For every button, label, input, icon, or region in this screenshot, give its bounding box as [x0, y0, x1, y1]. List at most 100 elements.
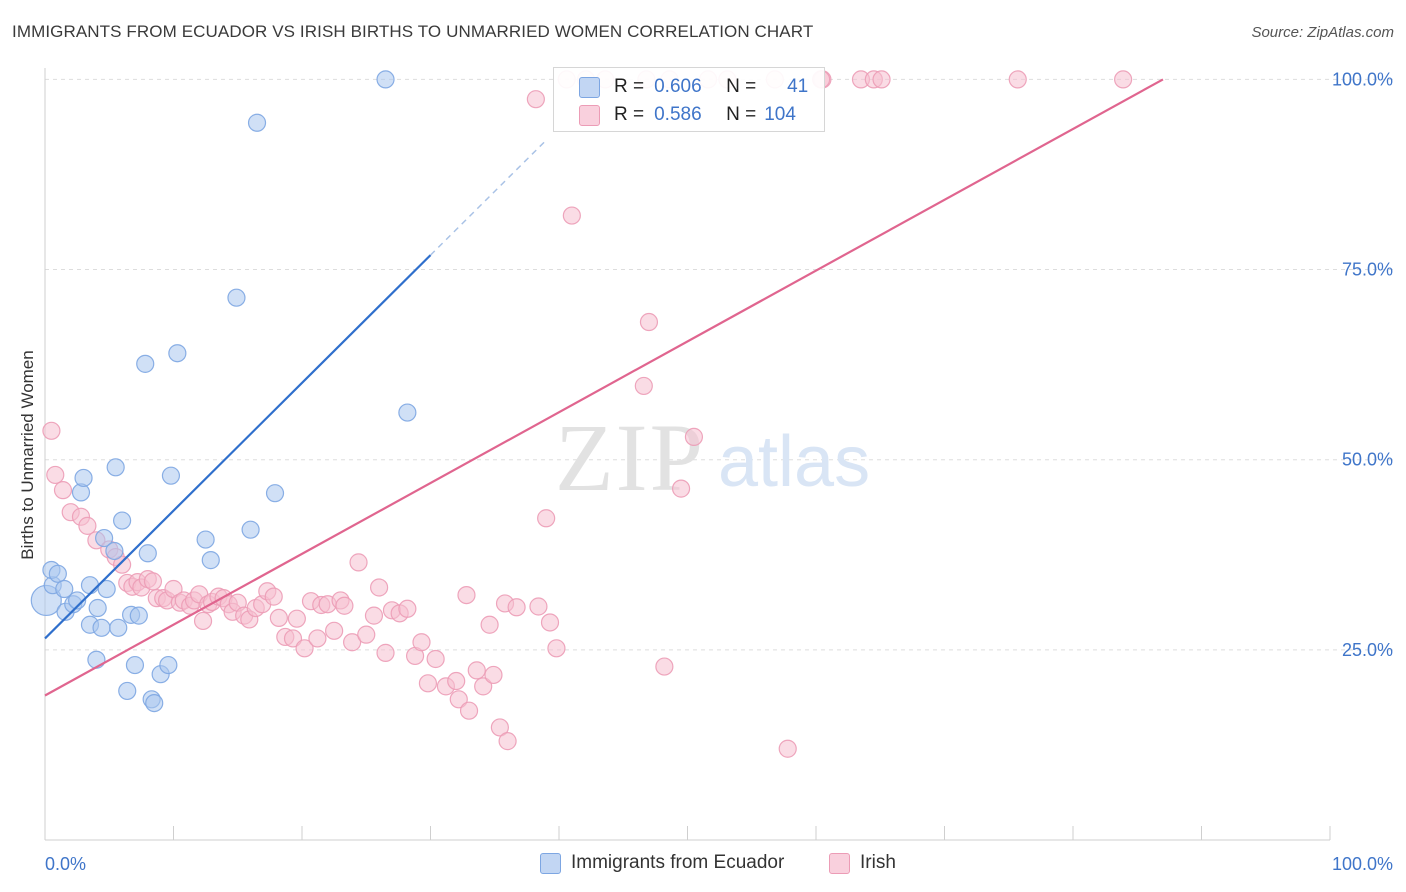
ecuador-point	[136, 354, 155, 373]
irish-point	[343, 633, 362, 652]
legend-n-label: N =	[726, 104, 757, 125]
ecuador-trend-line	[44, 254, 432, 640]
y-tick-labels: 25.0% 50.0% 75.0% 100.0%	[1332, 69, 1393, 659]
series-legend: Immigrants from Ecuador Irish	[0, 852, 1406, 880]
irish-point	[655, 657, 674, 676]
irish-point	[529, 597, 548, 616]
ecuador-point	[106, 458, 125, 477]
x-tick-label: 0.0%	[45, 854, 86, 874]
ecuador-point	[74, 468, 93, 488]
ecuador-points	[30, 70, 417, 713]
ecuador-point	[247, 113, 267, 132]
irish-point	[498, 732, 517, 751]
ecuador-trend-extension	[429, 139, 547, 256]
legend-item-ecuador[interactable]: Immigrants from Ecuador	[540, 852, 784, 874]
irish-point	[872, 70, 891, 89]
irish-point	[467, 661, 486, 680]
legend-r-value: 0.586	[654, 104, 702, 125]
irish-point	[335, 596, 354, 615]
irish-point	[370, 578, 389, 597]
irish-point	[357, 625, 376, 644]
x-tick-label: 100.0%	[1332, 854, 1393, 874]
legend-r-label: R =	[614, 104, 645, 125]
y-tick-label: 100.0%	[1332, 69, 1393, 89]
irish-point	[474, 677, 493, 696]
irish-point	[449, 690, 468, 709]
ecuador-point	[80, 576, 100, 595]
correlation-legend: R = 0.606 N = 41 R = 0.586 N = 104	[553, 67, 825, 132]
legend-n-value: 41	[787, 76, 809, 97]
ecuador-point	[241, 520, 260, 539]
y-axis-label: Births to Unmarried Women	[18, 350, 37, 559]
legend-swatch-blue	[579, 76, 600, 98]
irish-point	[547, 639, 566, 658]
irish-point	[1008, 70, 1027, 89]
irish-point	[457, 585, 476, 605]
irish-point	[540, 613, 560, 632]
ecuador-point	[55, 579, 74, 599]
irish-point	[447, 671, 466, 691]
irish-point	[269, 608, 288, 628]
legend-r-value: 0.606	[654, 76, 702, 97]
irish-point	[562, 206, 581, 225]
watermark-atlas: atlas	[718, 422, 870, 502]
irish-point	[78, 516, 97, 535]
ecuador-point	[95, 528, 114, 548]
irish-point	[507, 598, 526, 617]
legend-n-value: 104	[764, 104, 796, 125]
ecuador-point	[48, 564, 67, 583]
irish-point	[778, 739, 797, 758]
y-tick-label: 50.0%	[1342, 450, 1393, 470]
ecuador-point	[118, 681, 137, 701]
ecuador-point	[265, 484, 285, 503]
irish-point	[412, 633, 431, 652]
legend-item-irish[interactable]: Irish	[829, 852, 896, 874]
ecuador-point	[97, 579, 116, 599]
ecuador-point	[227, 288, 246, 307]
irish-point	[426, 649, 445, 669]
legend-item-swatch-pink	[829, 852, 850, 874]
ecuador-point	[168, 344, 187, 363]
irish-point	[490, 718, 509, 737]
ecuador-point	[138, 544, 157, 563]
irish-point	[46, 465, 65, 485]
y-tick-label: 75.0%	[1342, 260, 1393, 280]
irish-point	[193, 611, 213, 631]
irish-point	[376, 643, 395, 662]
ecuador-point	[376, 70, 395, 89]
irish-point	[42, 421, 61, 440]
y-tick-label: 25.0%	[1342, 640, 1393, 660]
chart-title: IMMIGRANTS FROM ECUADOR VS IRISH BIRTHS …	[12, 22, 814, 41]
ecuador-point	[159, 655, 178, 675]
legend-swatch-pink	[579, 104, 600, 126]
irish-point	[484, 665, 503, 685]
irish-point	[112, 555, 132, 574]
x-tick-labels: 0.0% 100.0%	[45, 854, 1393, 874]
ecuador-point	[196, 530, 215, 549]
ecuador-point	[398, 403, 417, 422]
irish-point	[526, 90, 545, 109]
ecuador-point	[125, 655, 145, 675]
axes	[44, 68, 1331, 841]
irish-point	[418, 674, 438, 693]
legend-r-label: R =	[614, 76, 645, 97]
irish-point	[537, 509, 556, 528]
irish-point	[634, 376, 653, 396]
irish-point	[349, 553, 368, 572]
irish-point	[480, 615, 499, 634]
ecuador-point	[92, 618, 111, 637]
ecuador-point	[87, 650, 106, 669]
irish-point	[287, 609, 306, 628]
irish-point	[459, 701, 479, 720]
irish-point	[264, 587, 283, 606]
irish-trend-line	[44, 78, 1164, 697]
ecuador-point	[201, 551, 220, 570]
legend-n-label: N =	[726, 76, 757, 97]
legend-row-irish: R = 0.586 N = 104	[554, 101, 796, 129]
trend-lines	[44, 78, 1164, 697]
legend-item-label: Immigrants from Ecuador	[571, 852, 785, 873]
ecuador-point	[129, 606, 148, 625]
irish-point	[398, 599, 417, 618]
irish-point	[1114, 70, 1133, 89]
